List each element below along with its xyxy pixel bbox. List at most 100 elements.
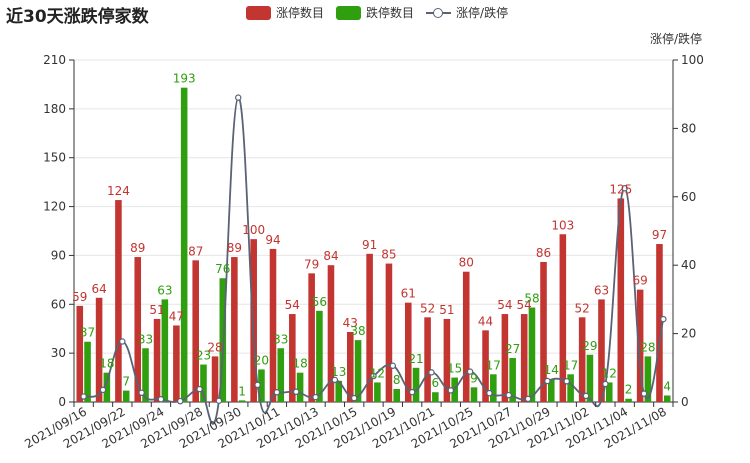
bar-up-label: 54: [285, 298, 300, 312]
bar-down: [567, 374, 574, 402]
bar-down: [548, 379, 555, 402]
legend-swatch-up: [246, 5, 271, 20]
ratio-point: [466, 368, 474, 375]
y-right-tick-label: 100: [681, 53, 704, 67]
bar-up: [308, 273, 315, 402]
bar-down-label: 63: [157, 283, 172, 297]
ratio-point: [389, 362, 397, 369]
bar-down-label: 12: [370, 366, 385, 380]
bar-down-label: 37: [80, 326, 95, 340]
bar-down: [180, 87, 188, 402]
ratio-point: [602, 380, 609, 388]
ratio-point: [215, 397, 223, 404]
legend-label-ratio: 涨停/跌停: [456, 6, 509, 20]
bar-up-label: 47: [169, 309, 184, 323]
ratio-point: [582, 392, 590, 400]
ratio-point: [235, 94, 242, 101]
ratio-point: [196, 385, 203, 393]
bar-down: [142, 348, 149, 402]
bar-down: [663, 395, 671, 402]
bar-down: [528, 307, 536, 402]
bar-up-label: 87: [188, 244, 203, 258]
bar-down: [586, 354, 594, 402]
bar-down-label: 9: [470, 371, 478, 385]
ratio-point: [544, 377, 551, 385]
legend-item-up[interactable]: 涨停数目: [246, 4, 324, 21]
y-left-tick-label: 210: [43, 53, 66, 67]
bar-up-label: 80: [459, 256, 474, 270]
bar-up: [289, 314, 296, 402]
bar-down-label: 6: [432, 376, 440, 390]
ratio-point: [621, 185, 628, 192]
bar-up-label: 84: [323, 249, 338, 263]
bar-up: [385, 263, 393, 402]
bar-up: [424, 317, 431, 402]
bar-up-label: 103: [551, 218, 574, 232]
legend-item-down[interactable]: 跌停数目: [336, 4, 414, 21]
bar-up-label: 63: [594, 283, 609, 297]
ratio-point: [331, 376, 339, 384]
bar-down: [84, 341, 91, 402]
bar-down-label: 23: [196, 349, 211, 363]
bar-up: [211, 356, 219, 402]
bar-up-label: 52: [575, 301, 590, 315]
bar-down: [412, 367, 420, 402]
bar-up: [501, 314, 509, 402]
bar-down: [238, 400, 246, 402]
ratio-point: [563, 378, 570, 385]
bar-up: [462, 271, 470, 402]
bar-up-label: 97: [652, 228, 667, 242]
bar-up-label: 43: [343, 316, 358, 330]
bar-down-label: 193: [173, 72, 196, 86]
legend-label-up: 涨停数目: [276, 6, 325, 20]
bar-up: [153, 318, 161, 402]
bar-up: [578, 317, 586, 402]
ratio-point: [80, 393, 87, 400]
bar-up: [404, 302, 412, 402]
bar-up-label: 59: [72, 290, 87, 304]
bar-up-label: 54: [497, 298, 512, 312]
bar-down-label: 12: [602, 366, 617, 380]
bar-down-label: 14: [544, 363, 559, 377]
bar-up: [636, 289, 644, 402]
bar-up-label: 89: [130, 241, 145, 255]
bar-down-label: 20: [254, 353, 269, 367]
bar-up-label: 44: [478, 314, 493, 328]
bar-up: [76, 305, 84, 402]
bar-up: [327, 265, 335, 402]
legend-swatch-ratio: [426, 6, 452, 20]
bar-up: [482, 330, 489, 402]
bar-down-label: 17: [563, 358, 578, 372]
ratio-point: [505, 391, 512, 399]
bar-up-label: 64: [91, 282, 106, 296]
bar-up: [540, 261, 547, 402]
bar-down-label: 21: [408, 352, 423, 366]
bar-down-label: 13: [331, 365, 346, 379]
bar-down: [335, 380, 343, 402]
bar-down-label: 18: [99, 357, 114, 371]
ratio-point: [157, 396, 165, 403]
bar-up-label: 79: [304, 257, 319, 271]
bar-down-label: 18: [292, 357, 307, 371]
bar-down-label: 33: [273, 332, 288, 346]
bar-up: [115, 200, 122, 402]
bar-down: [605, 382, 613, 402]
bar-up: [95, 297, 103, 402]
y-axis-right-title: 涨停/跌停: [649, 32, 702, 46]
bar-up: [231, 257, 238, 402]
chart-title: 近30天涨跌停家数: [6, 7, 149, 27]
bar-down: [316, 310, 323, 402]
bar-up-label: 125: [609, 182, 632, 196]
legend-label-down: 跌停数目: [366, 6, 415, 20]
bar-down-label: 56: [312, 295, 327, 309]
bar-down-label: 1: [238, 384, 246, 398]
bar-up-label: 51: [439, 303, 454, 317]
bar-down-label: 76: [215, 262, 230, 276]
legend-item-ratio[interactable]: 涨停/跌停: [426, 4, 508, 21]
bar-down: [374, 382, 381, 402]
bar-up: [347, 331, 354, 402]
bar-down-label: 33: [138, 332, 153, 346]
bar-up: [269, 248, 277, 402]
bar-up: [134, 257, 142, 402]
y-left-tick-label: 90: [51, 248, 66, 262]
